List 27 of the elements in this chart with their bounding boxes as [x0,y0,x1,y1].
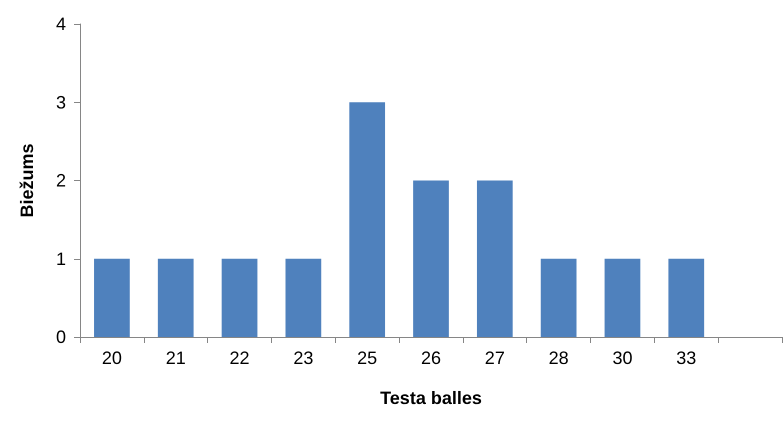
y-tick-label: 4 [56,14,66,34]
bar [349,102,386,337]
bar [94,258,130,337]
bar [604,258,640,337]
y-tick-label: 0 [56,327,66,347]
x-tick-label: 26 [420,348,442,368]
bar [476,180,513,337]
y-tick-label: 3 [56,92,66,112]
x-axis-title: Testa balles [380,388,482,408]
x-tick-label: 21 [166,348,186,368]
bar [668,258,704,337]
x-tick-label: 23 [293,348,314,368]
y-tick-label: 2 [56,170,66,190]
bar [540,258,577,337]
bar [413,180,449,337]
x-tick-label: 30 [612,348,632,368]
bar [285,258,322,337]
x-tick-label: 33 [676,348,696,368]
x-tick-label: 28 [548,348,569,368]
x-tick-label: 20 [102,348,122,368]
y-tick-label: 1 [56,248,66,269]
bar [158,258,194,337]
bar [222,258,258,337]
x-tick-label: 25 [357,348,378,368]
y-axis-title: Biežums [17,143,37,218]
x-tick-label: 27 [484,348,505,368]
x-tick-label: 22 [230,348,250,368]
